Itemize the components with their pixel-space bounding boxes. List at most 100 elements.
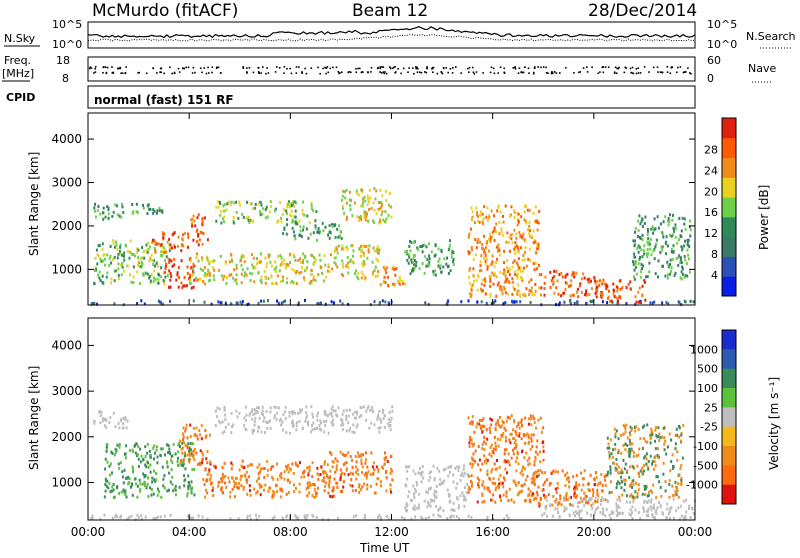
power-cell xyxy=(343,212,346,215)
power-cell xyxy=(357,271,360,275)
velocity-cell xyxy=(321,479,324,483)
power-cell xyxy=(684,258,687,262)
power-cell xyxy=(672,227,675,230)
velocity-cell xyxy=(631,517,634,520)
power-cell xyxy=(641,255,644,259)
velocity-cell xyxy=(303,475,306,479)
velocity-cell xyxy=(595,475,598,479)
velocity-cell xyxy=(626,469,629,473)
power-cell xyxy=(119,243,122,247)
power-cell xyxy=(282,232,285,236)
velocity-cell xyxy=(405,509,408,513)
power-cell xyxy=(590,287,593,291)
power-cell xyxy=(684,227,687,231)
velocity-cell xyxy=(298,482,301,486)
velocity-cell xyxy=(224,413,227,417)
power-cell xyxy=(468,232,471,236)
power-cell xyxy=(245,216,248,220)
freq-point xyxy=(521,71,523,74)
velocity-cell xyxy=(177,450,180,454)
power-cell xyxy=(681,272,684,276)
freq-point xyxy=(669,72,672,74)
velocity-cell xyxy=(115,450,117,454)
velocity-cell xyxy=(572,511,575,515)
power-cell xyxy=(286,223,289,227)
velocity-cell xyxy=(342,428,344,432)
velocity-cell xyxy=(659,486,662,489)
power-cell xyxy=(378,302,381,306)
power-cell xyxy=(380,213,383,217)
power-cell xyxy=(190,286,193,290)
power-cell xyxy=(627,283,630,286)
velocity-cell xyxy=(349,408,351,412)
velocity-cell xyxy=(322,469,325,473)
velocity-cell xyxy=(152,517,155,521)
velocity-cell xyxy=(471,456,473,460)
velocity-cell xyxy=(137,445,140,449)
velocity-cell xyxy=(237,517,240,521)
power-cell xyxy=(504,287,506,291)
velocity-cell xyxy=(450,514,453,518)
power-cell xyxy=(641,233,644,237)
power-cell xyxy=(157,281,160,285)
power-cell xyxy=(275,266,278,270)
velocity-cell xyxy=(273,405,276,409)
freq-point xyxy=(192,66,195,69)
freq-point xyxy=(532,72,535,75)
power-cell xyxy=(208,274,211,277)
velocity-cell xyxy=(136,484,139,488)
power-cell xyxy=(527,228,529,232)
velocity-cell xyxy=(500,433,503,437)
power-cell xyxy=(166,274,169,278)
power-cell xyxy=(235,267,238,271)
velocity-cell xyxy=(280,487,283,491)
power-cell xyxy=(486,206,489,210)
velocity-cell xyxy=(433,495,436,499)
power-cell xyxy=(480,254,483,258)
power-cell xyxy=(339,234,341,238)
velocity-cell xyxy=(111,516,114,520)
power-cell xyxy=(315,210,318,214)
power-cell xyxy=(440,270,443,274)
velocity-cell xyxy=(568,513,571,517)
power-cell xyxy=(683,275,686,279)
velocity-cell xyxy=(111,471,113,475)
power-cell xyxy=(428,261,431,264)
power-cell xyxy=(471,248,473,252)
power-cell xyxy=(474,238,477,241)
power-cell xyxy=(207,268,210,272)
power-cell xyxy=(503,280,506,284)
power-cell xyxy=(534,219,537,223)
power-cell xyxy=(282,300,285,304)
power-cell xyxy=(293,255,296,259)
power-cell xyxy=(680,229,683,233)
velocity-cell xyxy=(124,416,127,420)
velocity-cell xyxy=(170,454,173,458)
velocity-cell xyxy=(179,439,182,443)
velocity-cell xyxy=(452,501,455,505)
velocity-cell xyxy=(413,504,416,508)
power-cell xyxy=(99,279,102,282)
power-cell xyxy=(638,245,641,249)
velocity-cell xyxy=(125,456,127,460)
power-cell xyxy=(468,251,471,254)
power-cell xyxy=(530,234,533,238)
freq-point xyxy=(613,71,616,74)
velocity-cell xyxy=(639,437,642,441)
nsky-label: N.Sky xyxy=(4,32,36,45)
power-cell xyxy=(467,235,470,239)
power-cell xyxy=(160,243,163,246)
velocity-cell xyxy=(590,513,592,517)
power-cell xyxy=(336,265,339,269)
power-cell xyxy=(648,242,651,246)
freq-point xyxy=(451,72,454,74)
velocity-cell xyxy=(153,469,155,473)
velocity-cell xyxy=(286,514,289,518)
freq-point xyxy=(415,66,417,68)
power-cell xyxy=(312,262,315,266)
velocity-cell xyxy=(311,412,314,416)
power-cell xyxy=(285,232,288,236)
power-cell xyxy=(425,264,428,268)
power-cell xyxy=(193,264,196,268)
freq-point xyxy=(338,72,340,75)
